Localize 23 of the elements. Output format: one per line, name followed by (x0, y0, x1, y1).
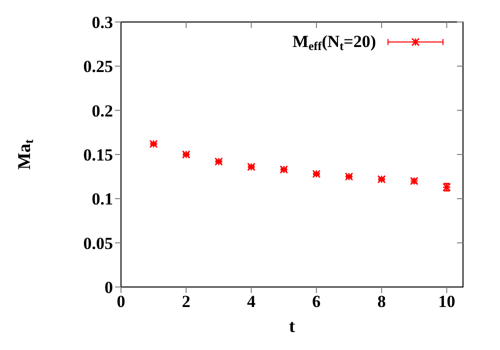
x-tick-label: 0 (116, 292, 126, 312)
point (182, 150, 190, 159)
point (344, 172, 354, 181)
point (312, 170, 321, 178)
point (247, 162, 256, 172)
x-tick-label: 8 (377, 292, 386, 312)
point (280, 165, 288, 174)
y-tick-label: 0.05 (83, 234, 113, 253)
y-tick-label: 0.2 (92, 101, 113, 120)
y-tick-label: 0.3 (92, 13, 113, 32)
y-tick-label: 0.25 (83, 57, 113, 76)
x-axis-title: t (289, 316, 295, 336)
point (214, 157, 223, 166)
y-tick-label: 0 (104, 278, 113, 298)
x-tick-label: 6 (312, 292, 321, 312)
point (377, 175, 386, 184)
point (149, 140, 158, 148)
y-tick-label: 0.15 (83, 146, 113, 165)
legend-label: M$_{eff}$(N$_{t}$=20) (292, 32, 376, 53)
x-tick-label: 2 (182, 292, 190, 312)
x-tick-label: 10 (438, 292, 456, 312)
y-tick-label: 0.1 (92, 190, 113, 209)
x-tick-label: 4 (247, 292, 256, 312)
